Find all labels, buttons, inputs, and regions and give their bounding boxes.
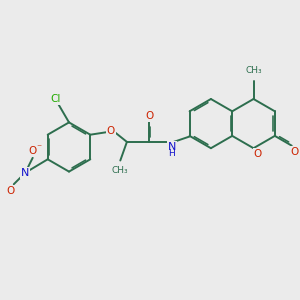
Text: CH₃: CH₃: [112, 166, 129, 175]
Text: Cl: Cl: [50, 94, 61, 104]
Text: H: H: [168, 149, 175, 158]
Text: N: N: [167, 142, 176, 152]
Text: O: O: [106, 125, 115, 136]
Text: ⁻: ⁻: [37, 143, 42, 153]
Text: O: O: [145, 111, 153, 122]
Text: CH₃: CH₃: [245, 66, 262, 75]
Text: N: N: [21, 168, 29, 178]
Text: O: O: [28, 146, 37, 156]
Text: O: O: [290, 147, 298, 157]
Text: O: O: [7, 186, 15, 196]
Text: O: O: [254, 148, 262, 159]
